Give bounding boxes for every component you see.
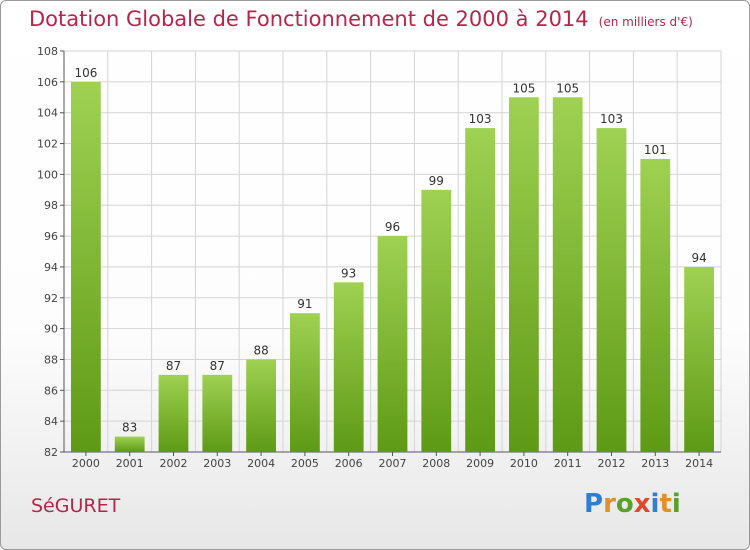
- bar: [509, 97, 539, 453]
- x-tick-label: 2001: [116, 457, 144, 470]
- x-tick-label: 2013: [641, 457, 669, 470]
- x-tick-label: 2011: [554, 457, 582, 470]
- logo-letter: r: [603, 489, 616, 519]
- data-label: 87: [166, 359, 181, 373]
- x-tick-label: 2009: [466, 457, 494, 470]
- data-label: 103: [469, 112, 492, 126]
- bar: [377, 236, 408, 452]
- data-label: 103: [600, 112, 623, 126]
- y-tick-label: 102: [37, 138, 58, 151]
- bar: [290, 313, 320, 452]
- proxiti-logo: Proxiti: [584, 489, 681, 519]
- logo-letter: i: [650, 489, 660, 519]
- y-tick-label: 100: [37, 168, 58, 181]
- data-label: 106: [74, 66, 97, 80]
- bar: [202, 374, 233, 452]
- bar: [333, 282, 364, 452]
- x-tick-label: 2000: [72, 457, 100, 470]
- axis-layer: 82 84 86 88 90 92 94 96 98 100 102 104 106 108 2000 200…: [37, 45, 721, 470]
- y-tick-label: 88: [44, 353, 58, 366]
- data-label: 96: [385, 220, 400, 234]
- y-tick-label: 104: [37, 107, 58, 120]
- logo-letter: x: [633, 489, 651, 519]
- x-tick-label: 2008: [422, 457, 450, 470]
- data-label: 105: [556, 81, 579, 95]
- y-tick-label: 98: [44, 199, 58, 212]
- bar: [552, 97, 583, 453]
- bar: [684, 266, 714, 452]
- x-tick-label: 2004: [247, 457, 275, 470]
- label-layer: 106 83 87 87 88 91 93 96 99 103 105 105 103 101 94: [74, 66, 706, 435]
- x-tick-label: 2006: [335, 457, 363, 470]
- y-tick-label: 82: [44, 446, 58, 459]
- y-tick-label: 108: [37, 45, 58, 58]
- chart-title: Dotation Globale de Fonctionnement de 20…: [29, 7, 693, 31]
- bar: [421, 189, 452, 453]
- data-label: 93: [341, 266, 356, 280]
- data-label: 105: [512, 81, 535, 95]
- x-tick-label: 2012: [598, 457, 626, 470]
- bar: [596, 128, 627, 452]
- bar-layer: [71, 81, 714, 453]
- data-label: 101: [644, 143, 667, 157]
- x-tick-label: 2014: [685, 457, 713, 470]
- bar: [246, 359, 276, 452]
- data-label: 87: [210, 359, 225, 373]
- bar: [158, 374, 189, 452]
- logo-letter: P: [584, 489, 604, 519]
- x-tick-label: 2003: [203, 457, 231, 470]
- logo-letter: o: [615, 489, 634, 519]
- y-tick-label: 86: [44, 384, 58, 397]
- y-tick-label: 90: [44, 323, 58, 336]
- data-label: 88: [253, 343, 268, 357]
- logo-letter: i: [671, 489, 681, 519]
- y-tick-label: 96: [44, 230, 58, 243]
- chart-title-text: Dotation Globale de Fonctionnement de 20…: [29, 7, 589, 31]
- logo-letter: t: [659, 489, 672, 519]
- y-tick-label: 94: [44, 261, 58, 274]
- y-tick-label: 84: [44, 415, 58, 428]
- bar: [640, 158, 671, 452]
- x-tick-label: 2007: [379, 457, 407, 470]
- x-tick-label: 2002: [160, 457, 188, 470]
- data-label: 91: [297, 297, 312, 311]
- bar: [71, 81, 101, 452]
- data-label: 94: [691, 251, 706, 265]
- unit-note: (en milliers d'€): [598, 15, 693, 29]
- x-tick-label: 2005: [291, 457, 319, 470]
- bar: [114, 436, 145, 452]
- commune-name: SéGURET: [31, 495, 121, 517]
- bar: [465, 128, 495, 452]
- x-tick-label: 2010: [510, 457, 538, 470]
- data-label: 83: [122, 421, 137, 435]
- y-tick-label: 92: [44, 292, 58, 305]
- data-label: 99: [429, 174, 444, 188]
- y-tick-label: 106: [37, 76, 58, 89]
